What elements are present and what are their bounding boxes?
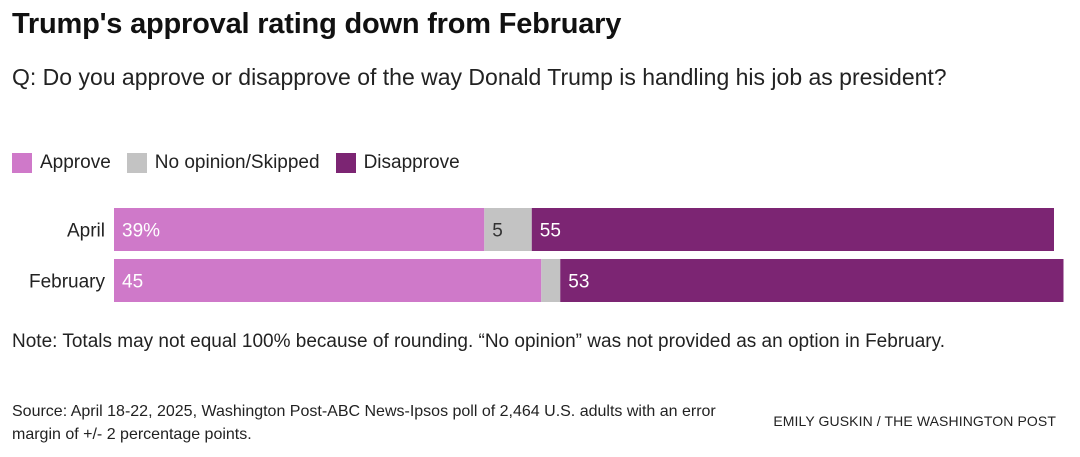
chart-source: Source: April 18-22, 2025, Washington Po… [12, 403, 716, 443]
bar-no-opinion-skipped-february [541, 259, 561, 302]
legend: Approve No opinion/Skipped Disapprove [12, 152, 476, 174]
legend-item-disapprove: Disapprove [335, 152, 460, 174]
chart-subtitle-question: Q: Do you approve or disapprove of the w… [12, 64, 947, 90]
chart-credit: EMILY GUSKIN / THE WASHINGTON POST [773, 413, 1056, 429]
data-label-disapprove-february: 53 [568, 272, 589, 293]
bar-no-opinion-skipped-april [484, 208, 532, 251]
data-label-no-opinion-skipped-april: 5 [492, 221, 503, 242]
bar-disapprove-april [531, 208, 1054, 251]
data-label-disapprove-april: 55 [540, 221, 561, 242]
bar-disapprove-february [560, 259, 1064, 302]
legend-swatch-no-opinion [126, 153, 147, 173]
chart-note: Note: Totals may not equal 100% because … [12, 331, 945, 352]
chart-title: Trump's approval rating down from Februa… [12, 8, 622, 40]
legend-item-approve: Approve [12, 152, 111, 174]
category-label-april: April [67, 221, 105, 242]
bar-approve-april [114, 208, 485, 251]
legend-swatch-disapprove [335, 153, 356, 173]
bar-approve-february [114, 259, 542, 302]
legend-label-approve: Approve [40, 152, 111, 173]
legend-label-no-opinion: No opinion/Skipped [154, 152, 320, 173]
data-label-approve-february: 45 [122, 272, 143, 293]
category-label-february: February [29, 272, 106, 293]
legend-label-disapprove: Disapprove [363, 152, 460, 173]
data-label-approve-april: 39% [122, 221, 160, 242]
legend-swatch-approve [12, 153, 32, 173]
legend-item-no-opinion: No opinion/Skipped [126, 152, 320, 174]
